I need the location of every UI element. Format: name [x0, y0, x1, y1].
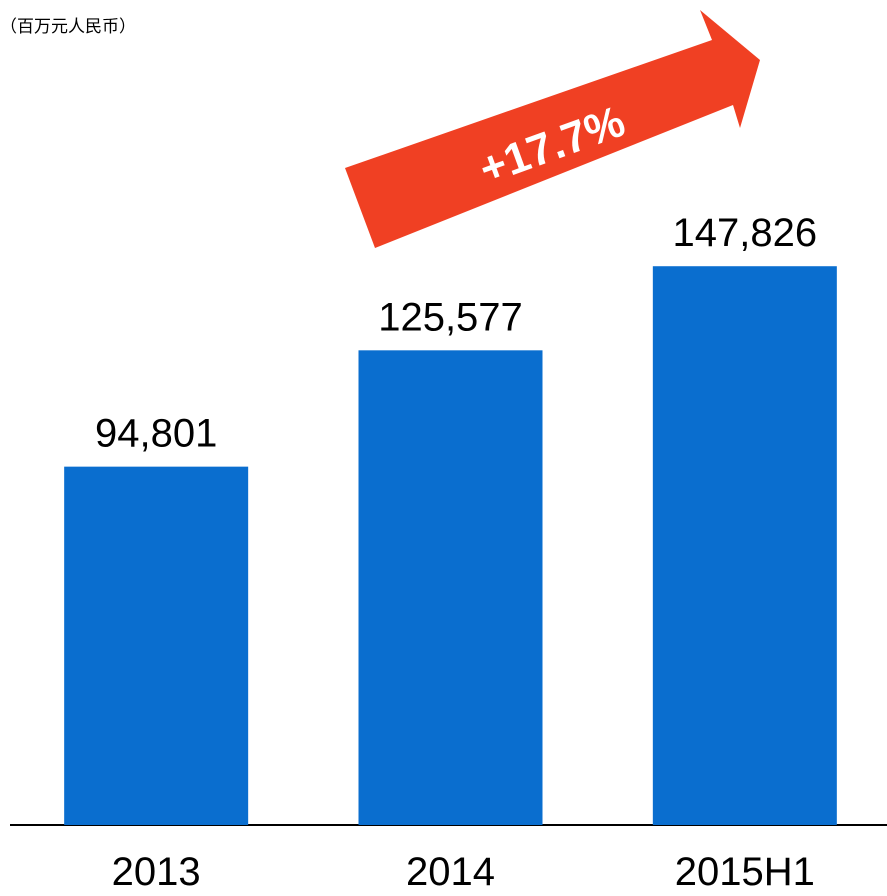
unit-label: （百万元人民币） [0, 17, 136, 37]
growth-arrow [345, 10, 760, 248]
x-tick-label: 2015H1 [675, 850, 815, 894]
x-tick-label: 2013 [112, 850, 201, 894]
bar [358, 350, 543, 825]
bar [64, 466, 249, 825]
x-tick-label: 2014 [406, 850, 495, 894]
value-label: 125,577 [378, 295, 523, 339]
bar [652, 266, 837, 825]
value-label: 94,801 [95, 412, 217, 456]
value-label: 147,826 [673, 211, 818, 255]
